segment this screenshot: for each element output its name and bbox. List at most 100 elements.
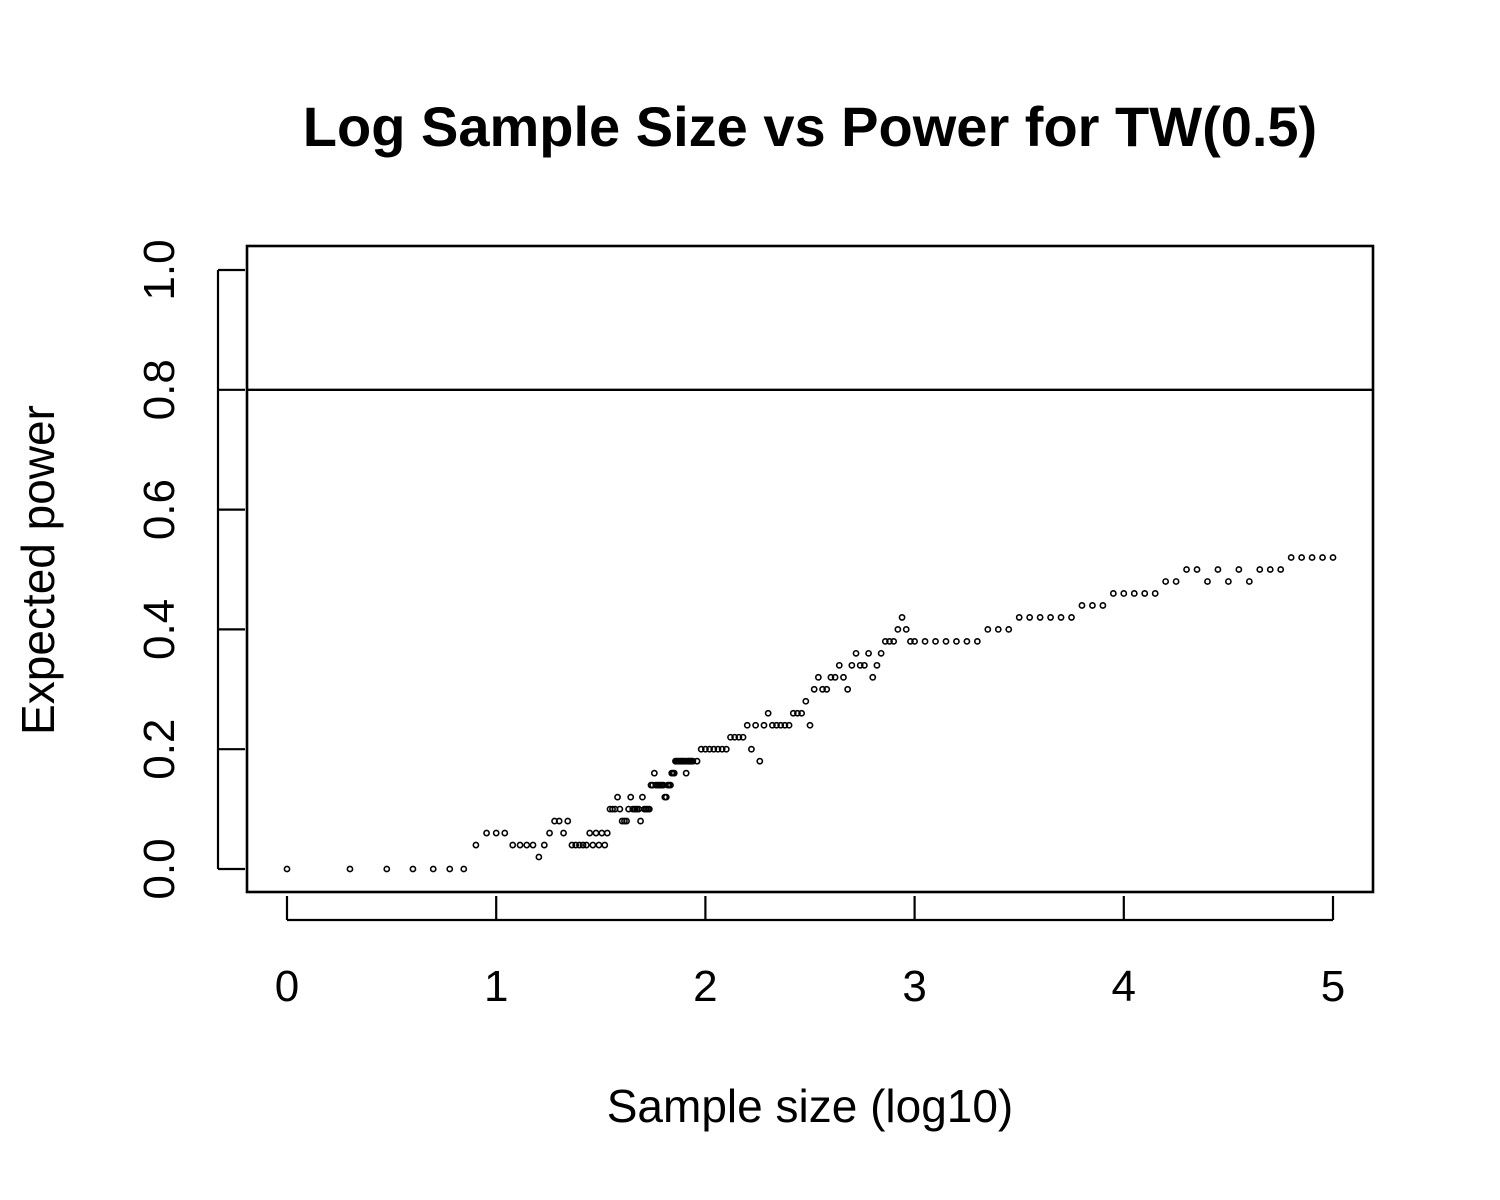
data-point: [743, 721, 751, 729]
data-point: [645, 805, 653, 813]
data-point: [710, 745, 718, 753]
data-point: [523, 841, 531, 849]
x-tick-label-1: 1: [484, 962, 508, 1011]
data-point: [693, 757, 701, 765]
data-point: [595, 841, 603, 849]
data-point: [662, 793, 670, 801]
data-point: [535, 853, 543, 861]
data-point: [682, 769, 690, 777]
data-point: [540, 841, 548, 849]
data-point: [802, 697, 810, 705]
data-point: [932, 637, 939, 645]
data-point: [1057, 614, 1065, 621]
data-point: [848, 661, 856, 669]
data-point: [794, 709, 801, 717]
data-point: [460, 865, 468, 873]
data-point: [865, 649, 872, 657]
data-point: [898, 614, 906, 621]
data-point: [1329, 554, 1337, 561]
data-point: [609, 805, 616, 813]
x-tick-label-3: 3: [902, 962, 926, 1011]
data-point: [973, 637, 981, 645]
data-point: [555, 817, 563, 825]
data-point: [856, 661, 864, 669]
data-point: [670, 769, 678, 777]
y-axis-title: Expected power: [12, 405, 64, 735]
data-point: [1047, 614, 1054, 621]
data-point: [1130, 590, 1138, 597]
y-axis: 0.0 0.2 0.4 0.6 0.8 1.0: [135, 239, 245, 900]
data-points: [283, 554, 1337, 873]
data-point: [1151, 590, 1159, 597]
data-point: [1005, 626, 1013, 633]
data-point: [1183, 566, 1190, 573]
x-tick-label-2: 2: [693, 962, 717, 1011]
data-point: [637, 817, 644, 825]
data-point: [586, 829, 594, 837]
data-point: [921, 637, 929, 645]
data-point: [568, 841, 576, 849]
data-point: [835, 661, 843, 669]
data-point: [625, 805, 633, 813]
data-point: [492, 829, 500, 837]
data-point: [827, 673, 835, 681]
data-point: [902, 626, 910, 633]
data-point: [667, 781, 674, 789]
data-point: [1078, 602, 1086, 609]
data-point: [748, 745, 755, 753]
data-point: [1015, 614, 1023, 621]
data-point: [409, 865, 417, 873]
data-point: [1266, 566, 1274, 573]
data-point: [756, 757, 764, 765]
data-point: [572, 841, 580, 849]
data-point: [718, 745, 726, 753]
data-point: [1308, 554, 1316, 561]
data-point: [1099, 602, 1107, 609]
x-tick-label-5: 5: [1321, 962, 1345, 1011]
data-point: [1225, 578, 1232, 585]
data-point: [735, 733, 743, 741]
data-point: [592, 829, 600, 837]
data-point: [1120, 590, 1128, 597]
data-point: [869, 673, 877, 681]
data-point: [1193, 566, 1201, 573]
chart-title: Log Sample Size vs Power for TW(0.5): [303, 95, 1317, 158]
data-point: [639, 793, 646, 801]
y-tick-label-2: 0.4: [135, 599, 184, 660]
data-point: [781, 721, 789, 729]
data-point: [501, 829, 509, 837]
data-point: [942, 637, 950, 645]
data-point: [789, 709, 797, 717]
y-tick-label-4: 0.8: [135, 359, 184, 420]
data-point: [881, 637, 889, 645]
y-tick-label-3: 0.6: [135, 479, 184, 540]
x-axis-title: Sample size (log10): [607, 1080, 1014, 1132]
data-point: [1068, 614, 1075, 621]
data-point: [1214, 566, 1222, 573]
data-point: [777, 721, 785, 729]
data-point: [877, 649, 885, 657]
data-point: [623, 817, 630, 825]
data-point: [953, 637, 960, 645]
plot-frame: [245, 244, 1375, 894]
data-point: [722, 745, 730, 753]
data-point: [616, 805, 624, 813]
data-point: [731, 733, 739, 741]
data-point: [601, 841, 609, 849]
data-point: [429, 865, 437, 873]
data-point: [810, 685, 818, 693]
data-point: [798, 709, 806, 717]
data-point: [984, 626, 992, 633]
x-tick-label-4: 4: [1112, 962, 1136, 1011]
data-point: [702, 745, 709, 753]
data-point: [1162, 578, 1170, 585]
data-point: [831, 673, 839, 681]
data-point: [346, 865, 354, 873]
data-point: [773, 721, 780, 729]
data-point: [752, 721, 760, 729]
data-point: [727, 733, 734, 741]
data-point: [582, 841, 590, 849]
data-point: [1298, 554, 1306, 561]
data-point: [1141, 590, 1149, 597]
